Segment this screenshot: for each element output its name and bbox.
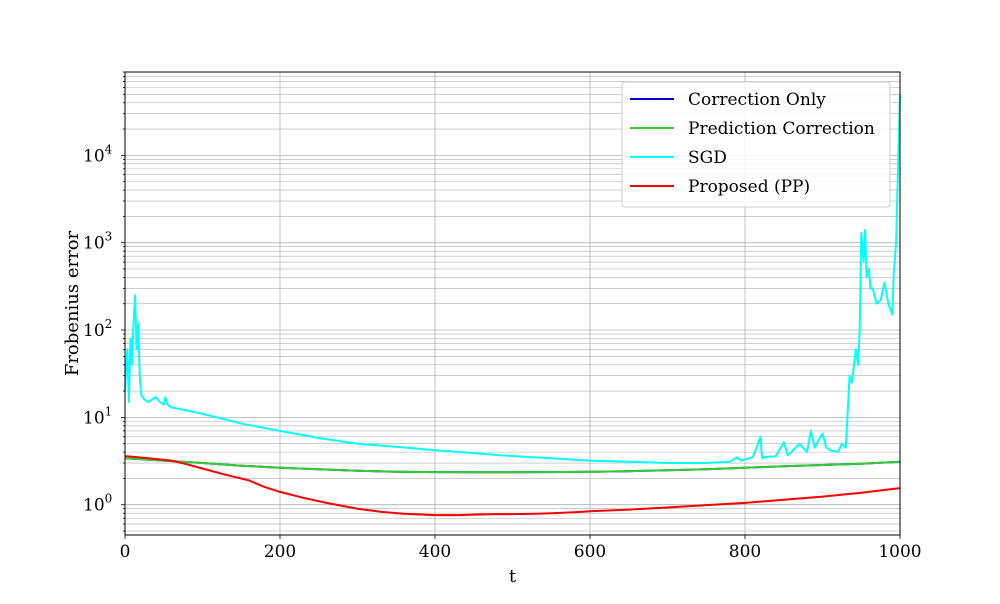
- y-tick-label: 101: [83, 404, 112, 428]
- legend: Correction Only Prediction Correction SGD P…: [621, 81, 891, 208]
- y-tick-label: 102: [83, 317, 112, 341]
- y-axis-label: Frobenius error: [62, 230, 83, 376]
- y-tick-base: 10: [83, 321, 105, 341]
- y-tick-exponent: 4: [105, 142, 113, 156]
- x-tick-label: 600: [574, 542, 606, 562]
- series-line-proposed-pp: [124, 455, 901, 517]
- x-tick-label: 0: [120, 542, 131, 562]
- x-tick-label: 800: [729, 542, 761, 562]
- y-tick-label: 104: [83, 142, 113, 166]
- series-layer: [124, 94, 901, 517]
- series-line-sgd: [124, 94, 901, 464]
- x-tick-label: 200: [264, 542, 296, 562]
- y-tick-label: 100: [83, 492, 112, 516]
- x-tick-label: 1000: [878, 542, 921, 562]
- series-line-prediction-correction: [124, 457, 901, 474]
- y-tick-exponent: 3: [105, 230, 113, 244]
- y-tick-exponent: 2: [105, 317, 113, 331]
- y-tick-base: 10: [83, 146, 105, 166]
- y-tick-exponent: 0: [105, 492, 113, 506]
- x-axis-label: t: [509, 566, 517, 587]
- y-tick-base: 10: [83, 496, 105, 516]
- x-tick-label: 400: [419, 542, 451, 562]
- legend-label: SGD: [688, 148, 727, 168]
- legend-label: Proposed (PP): [688, 177, 810, 197]
- legend-label: Prediction Correction: [688, 119, 875, 139]
- y-tick-exponent: 1: [105, 404, 113, 418]
- y-tick-label: 103: [83, 230, 112, 254]
- legend-label: Correction Only: [688, 90, 826, 110]
- y-tick-base: 10: [83, 408, 105, 428]
- y-tick-base: 10: [83, 234, 105, 254]
- legend-box: [621, 81, 891, 208]
